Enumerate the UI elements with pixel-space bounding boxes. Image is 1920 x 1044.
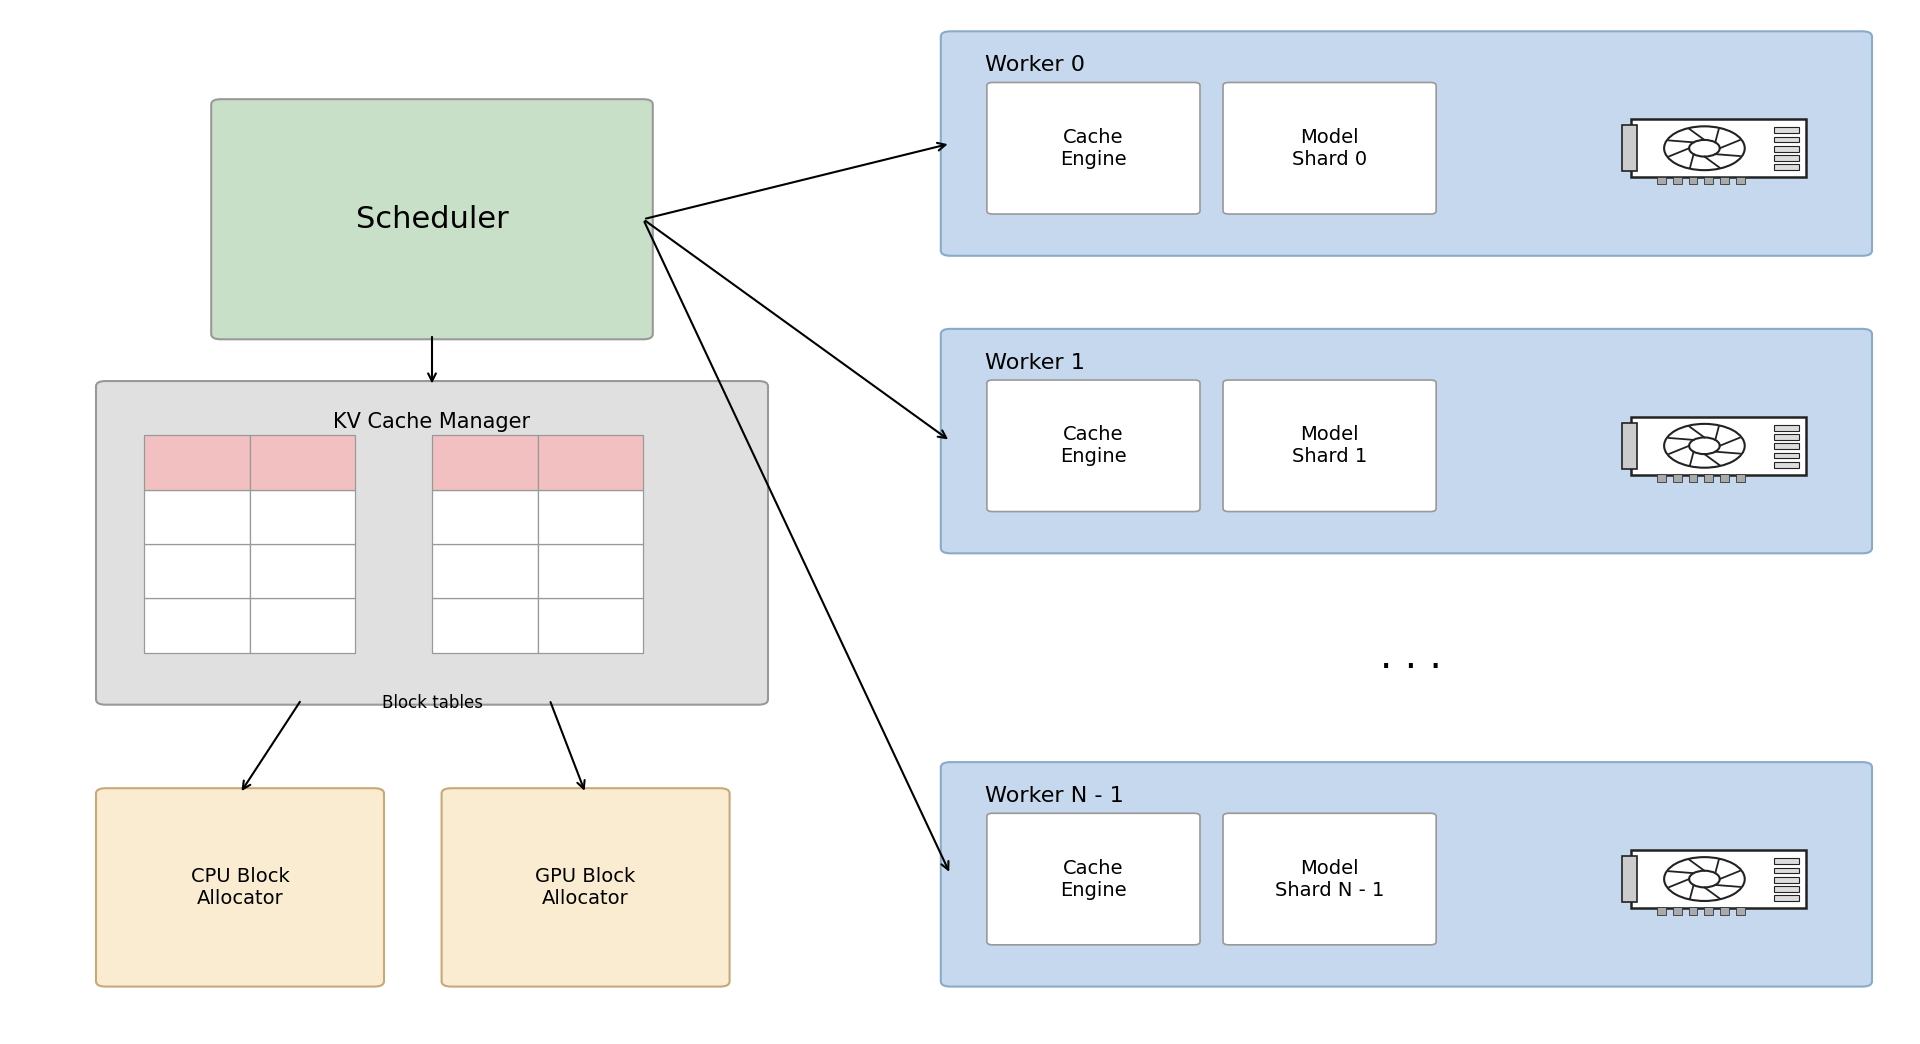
Bar [1774,858,1799,864]
Text: CPU Block
Allocator: CPU Block Allocator [190,867,290,908]
Bar [1774,146,1799,151]
Bar [1774,444,1799,449]
Bar [250,490,355,544]
Text: Worker 0: Worker 0 [985,55,1085,75]
Bar [538,435,643,490]
Text: Worker N - 1: Worker N - 1 [985,786,1123,806]
FancyBboxPatch shape [987,813,1200,945]
Text: Model
Shard 0: Model Shard 0 [1292,127,1367,169]
Text: Block tables: Block tables [382,694,482,712]
Text: Cache
Engine: Cache Engine [1060,425,1127,467]
Bar [1720,176,1728,184]
Bar [432,598,538,652]
Text: GPU Block
Allocator: GPU Block Allocator [536,867,636,908]
FancyBboxPatch shape [96,381,768,705]
FancyBboxPatch shape [1630,850,1805,908]
Bar [1672,176,1682,184]
Text: · · ·: · · · [1380,649,1442,687]
FancyBboxPatch shape [987,380,1200,512]
Bar [1774,434,1799,440]
Text: Cache
Engine: Cache Engine [1060,858,1127,900]
Bar [1774,164,1799,170]
Bar [538,598,643,652]
Bar [1736,176,1745,184]
Bar [1690,907,1697,915]
FancyBboxPatch shape [1223,813,1436,945]
Bar [250,544,355,598]
Bar [1774,156,1799,161]
Bar [1657,474,1667,481]
Bar [432,490,538,544]
Bar [1774,127,1799,134]
Text: Model
Shard N - 1: Model Shard N - 1 [1275,858,1384,900]
Bar [1736,907,1745,915]
Bar [1622,856,1638,902]
Bar [538,490,643,544]
Bar [432,544,538,598]
Bar [1720,907,1728,915]
Bar [1657,176,1667,184]
FancyBboxPatch shape [1223,380,1436,512]
Bar [1672,474,1682,481]
Text: Model
Shard 1: Model Shard 1 [1292,425,1367,467]
Bar [1774,137,1799,142]
Bar [1657,907,1667,915]
Text: Cache
Engine: Cache Engine [1060,127,1127,169]
FancyBboxPatch shape [941,31,1872,256]
FancyBboxPatch shape [211,99,653,339]
Text: Scheduler: Scheduler [355,205,509,234]
Bar [1774,425,1799,431]
Bar [1705,907,1713,915]
Bar [144,435,250,490]
Bar [1672,907,1682,915]
Bar [1774,868,1799,873]
Bar [250,598,355,652]
Bar [144,490,250,544]
Bar [538,544,643,598]
Bar [144,598,250,652]
Bar [1690,474,1697,481]
FancyBboxPatch shape [941,762,1872,987]
Bar [1720,474,1728,481]
Bar [1705,176,1713,184]
Bar [432,435,538,490]
Text: Worker 1: Worker 1 [985,353,1085,373]
Bar [1774,461,1799,468]
Bar [1774,877,1799,882]
Bar [1774,886,1799,892]
Bar [1736,474,1745,481]
FancyBboxPatch shape [941,329,1872,553]
Bar [250,435,355,490]
FancyBboxPatch shape [1630,119,1805,177]
Bar [1622,423,1638,469]
Bar [144,544,250,598]
FancyBboxPatch shape [442,788,730,987]
Bar [1690,176,1697,184]
Text: KV Cache Manager: KV Cache Manager [334,412,530,432]
FancyBboxPatch shape [1630,417,1805,475]
Bar [1705,474,1713,481]
Bar [1774,895,1799,901]
Bar [1622,125,1638,171]
Bar [1774,453,1799,458]
FancyBboxPatch shape [96,788,384,987]
FancyBboxPatch shape [987,82,1200,214]
FancyBboxPatch shape [1223,82,1436,214]
